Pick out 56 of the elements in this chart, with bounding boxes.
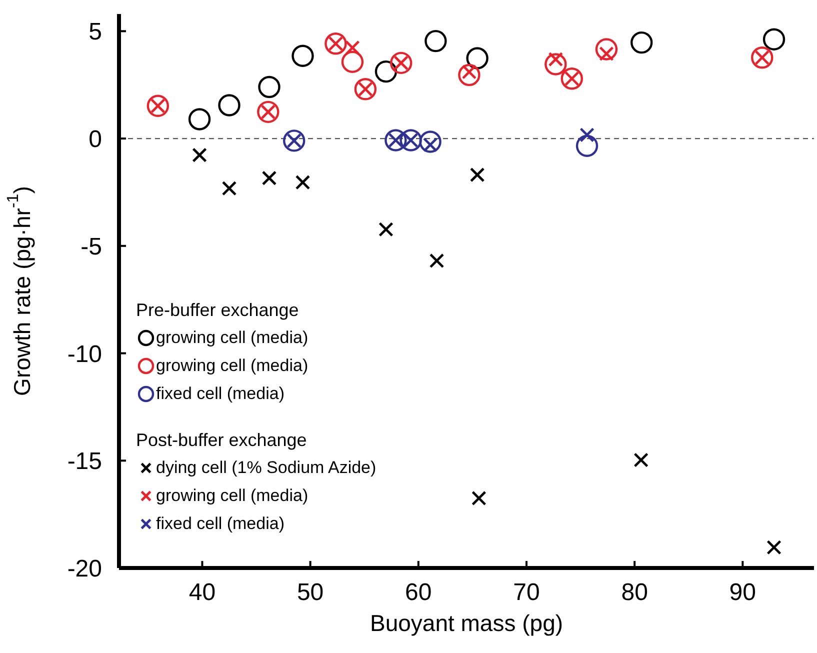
point	[390, 52, 412, 74]
point	[429, 253, 444, 268]
point	[378, 222, 394, 237]
legend-label: growing cell (media)	[156, 485, 308, 507]
y-tick-label: -15	[67, 448, 102, 476]
point	[472, 490, 486, 506]
point	[458, 64, 480, 86]
x-tick-label: 60	[405, 579, 432, 606]
y-tick-label: -5	[80, 233, 102, 260]
point	[283, 130, 306, 152]
y-tick-label: -10	[67, 340, 102, 368]
point	[630, 31, 653, 54]
point	[595, 38, 618, 60]
point	[257, 100, 280, 124]
point	[222, 180, 237, 196]
legend-label: fixed cell (media)	[156, 513, 284, 535]
annotation: Post-buffer exchange	[136, 429, 308, 452]
point	[384, 129, 407, 152]
point	[354, 78, 377, 100]
x-tick-label: 80	[621, 579, 648, 606]
y-tick-label: 5	[88, 18, 102, 46]
x-axis-title: Buoyant mass (pg)	[370, 610, 564, 636]
point	[470, 167, 485, 182]
point	[466, 47, 488, 70]
point	[262, 170, 277, 186]
x-tick-label: 90	[729, 579, 756, 606]
point	[751, 46, 774, 69]
legend-label: growing cell (media)	[156, 355, 308, 377]
point	[218, 94, 240, 116]
point	[419, 130, 442, 153]
point	[192, 148, 207, 162]
point	[424, 30, 447, 52]
annotation: Pre-buffer exchange	[136, 299, 300, 322]
point	[292, 44, 314, 67]
point	[634, 452, 648, 468]
point	[341, 50, 364, 73]
point	[580, 127, 594, 142]
point	[345, 40, 360, 56]
point	[324, 32, 347, 55]
legend-label: dying cell (1% Sodium Azide)	[156, 457, 376, 479]
y-tick-label: -20	[67, 556, 102, 583]
x-tick-label: 50	[296, 579, 324, 606]
point	[258, 76, 280, 98]
point	[576, 134, 598, 157]
x-tick-label: 70	[513, 579, 540, 606]
point	[295, 174, 310, 190]
point	[544, 53, 567, 76]
y-tick-label: 0	[88, 126, 102, 154]
point	[146, 94, 170, 118]
x-tick-label: 40	[188, 579, 216, 606]
point	[374, 60, 398, 83]
point	[188, 108, 211, 130]
legend-label: growing cell (media)	[156, 327, 308, 349]
point	[766, 540, 782, 555]
point	[762, 28, 786, 50]
legend-label: fixed cell (media)	[156, 383, 284, 405]
